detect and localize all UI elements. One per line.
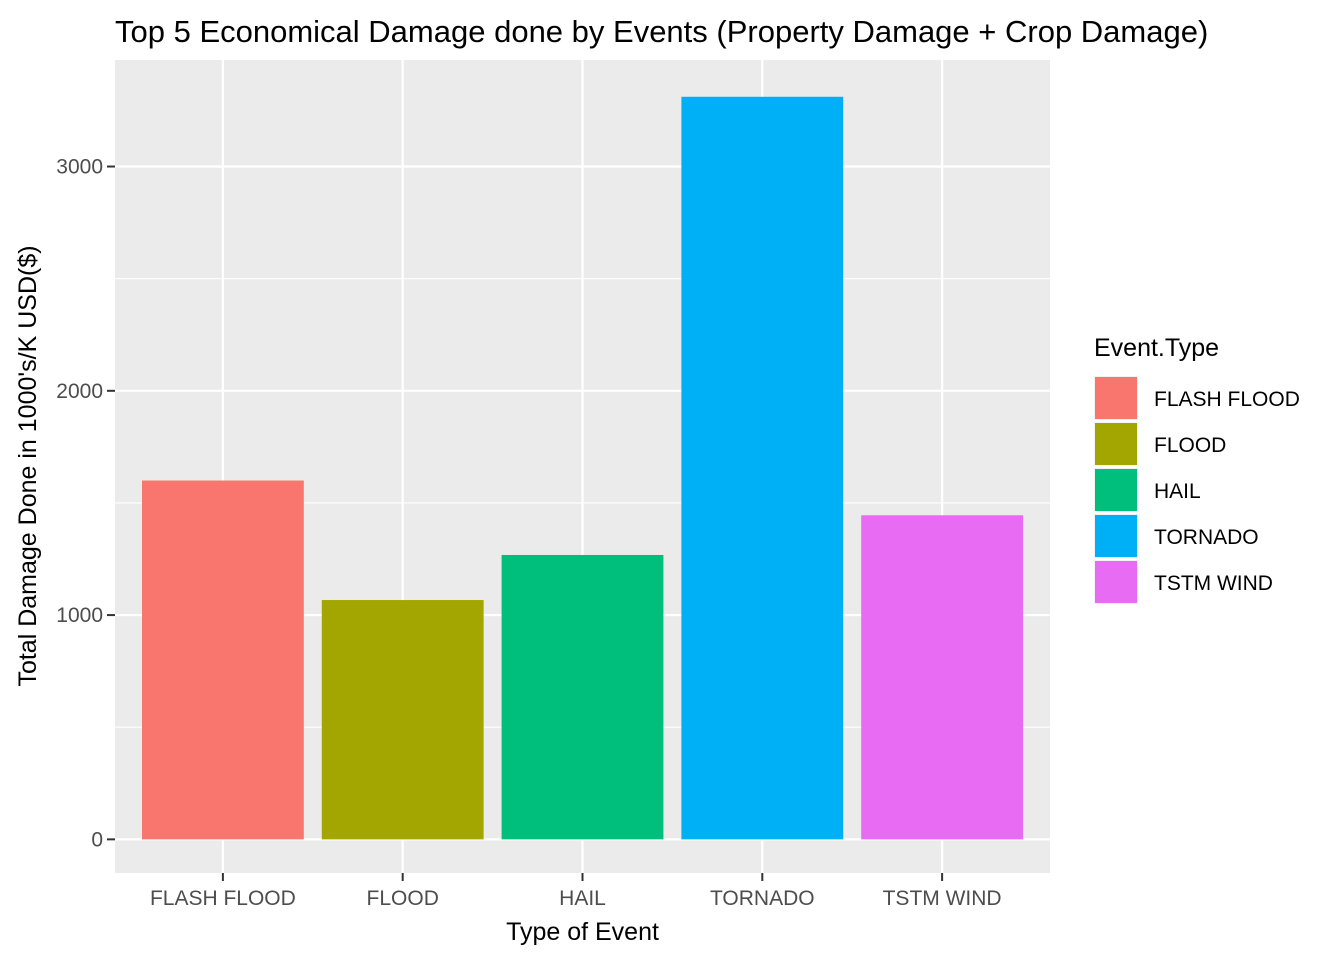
legend-label: TSTM WIND [1154, 572, 1273, 595]
chart-title: Top 5 Economical Damage done by Events (… [115, 14, 1208, 49]
legend: Event.Type FLASH FLOOD FLOOD HAIL TORNADO TS… [1094, 334, 1300, 604]
bar-flash-flood [141, 480, 304, 840]
x-tick-label: HAIL [559, 887, 606, 910]
x-axis: FLASH FLOOD FLOOD HAIL TORNADO TSTM WIND [150, 873, 1002, 910]
x-tick-label: TSTM WIND [883, 887, 1002, 910]
x-tick-label: TORNADO [710, 887, 815, 910]
legend-swatch [1095, 377, 1137, 419]
legend-label: TORNADO [1154, 526, 1259, 549]
legend-swatch [1095, 423, 1137, 465]
legend-title: Event.Type [1094, 334, 1219, 362]
bar-flood [321, 600, 484, 840]
bar-tornado [681, 96, 844, 840]
x-tick-label: FLASH FLOOD [150, 887, 296, 910]
bar-hail [501, 554, 664, 840]
y-tick-label: 3000 [56, 156, 103, 179]
x-axis-title: Type of Event [506, 918, 659, 946]
legend-items: FLASH FLOOD FLOOD HAIL TORNADO TSTM WIND [1094, 376, 1300, 604]
legend-label: FLOOD [1154, 434, 1226, 457]
y-axis-title: Total Damage Done in 1000's/K USD($) [14, 245, 42, 686]
y-tick-label: 0 [91, 828, 103, 851]
legend-swatch [1095, 515, 1137, 557]
bars [141, 96, 1024, 840]
y-tick-label: 1000 [56, 604, 103, 627]
legend-swatch [1095, 469, 1137, 511]
y-axis: 0 1000 2000 3000 [56, 156, 115, 851]
x-tick-label: FLOOD [367, 887, 439, 910]
y-tick-label: 2000 [56, 380, 103, 403]
legend-swatch [1095, 561, 1137, 603]
bar-tstm-wind [861, 515, 1024, 840]
legend-label: FLASH FLOOD [1154, 388, 1300, 411]
legend-label: HAIL [1154, 480, 1201, 503]
